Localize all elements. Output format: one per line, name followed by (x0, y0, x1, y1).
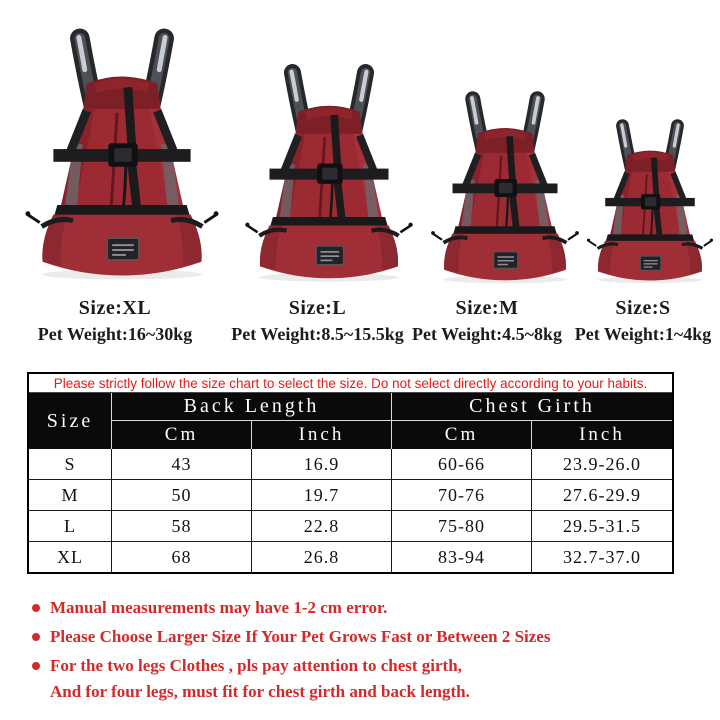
bullet-icon (32, 604, 40, 612)
note-line: Please Choose Larger Size If Your Pet Gr… (30, 627, 702, 647)
note-text: And for four legs, must fit for chest gi… (50, 682, 470, 701)
cell-back-inch: 19.7 (252, 480, 392, 511)
cell-chest-inch: 27.6-29.9 (532, 480, 672, 511)
size-label: Size:L (288, 297, 347, 319)
unit-header-chest-cm: Cm (392, 421, 532, 449)
product-photo-xl (24, 24, 220, 282)
note-line: For the two legs Clothes , pls pay atten… (30, 656, 702, 676)
cell-back-cm: 58 (112, 511, 252, 542)
unit-header-back-inch: Inch (252, 421, 392, 449)
product-photo-l (244, 60, 414, 284)
product-photo-s (586, 116, 714, 285)
cell-back-inch: 16.9 (252, 449, 392, 480)
note-line: Manual measurements may have 1-2 cm erro… (30, 598, 702, 618)
col-header-chest-girth: Chest Girth (392, 393, 672, 421)
pet-weight-label: Pet Weight:8.5~15.5kg (231, 324, 404, 344)
dog-backpack-icon (245, 64, 413, 282)
size-label: Size:S (615, 297, 671, 319)
cell-back-inch: 26.8 (252, 542, 392, 572)
pet-weight-label: Pet Weight:1~4kg (574, 324, 712, 344)
table-row: L 58 22.8 75-80 29.5-31.5 (29, 511, 672, 542)
table-unit-header-row: Cm Inch Cm Inch (29, 421, 672, 449)
cell-chest-cm: 75-80 (392, 511, 532, 542)
note-text: Manual measurements may have 1-2 cm erro… (50, 598, 388, 617)
table-warning-row: Please strictly follow the size chart to… (29, 374, 672, 393)
product-photo-m (430, 88, 580, 285)
cell-back-inch: 22.8 (252, 511, 392, 542)
cell-size: S (29, 449, 112, 480)
cell-chest-cm: 70-76 (392, 480, 532, 511)
product-label-s: Size:S Pet Weight:1~4kg (562, 296, 720, 346)
cell-chest-cm: 83-94 (392, 542, 532, 572)
product-label-m: Size:M Pet Weight:4.5~8kg (397, 296, 577, 346)
cell-chest-inch: 32.7-37.0 (532, 542, 672, 572)
table-row: M 50 19.7 70-76 27.6-29.9 (29, 480, 672, 511)
cell-back-cm: 43 (112, 449, 252, 480)
cell-size: XL (29, 542, 112, 572)
bullet-icon (32, 662, 40, 670)
cell-chest-inch: 23.9-26.0 (532, 449, 672, 480)
table-group-header-row: Size Back Length Chest Girth (29, 393, 672, 449)
cell-chest-inch: 29.5-31.5 (532, 511, 672, 542)
product-label-xl: Size:XL Pet Weight:16~30kg (10, 296, 220, 346)
cell-back-cm: 50 (112, 480, 252, 511)
pet-weight-label: Pet Weight:16~30kg (37, 324, 193, 344)
size-table: Please strictly follow the size chart to… (27, 372, 674, 574)
table-row: S 43 16.9 60-66 23.9-26.0 (29, 449, 672, 480)
unit-header-back-cm: Cm (112, 421, 252, 449)
note-line-continuation: And for four legs, must fit for chest gi… (30, 682, 702, 702)
pet-weight-label: Pet Weight:4.5~8kg (411, 324, 563, 344)
dog-backpack-icon (431, 91, 579, 284)
dog-backpack-icon (586, 119, 714, 284)
product-label-l: Size:L Pet Weight:8.5~15.5kg (215, 296, 420, 346)
size-label: Size:XL (78, 297, 152, 319)
dog-backpack-icon (25, 28, 219, 280)
note-text: Please Choose Larger Size If Your Pet Gr… (50, 627, 551, 646)
col-header-size: Size (29, 393, 112, 449)
cell-size: L (29, 511, 112, 542)
note-text: For the two legs Clothes , pls pay atten… (50, 656, 462, 675)
cell-size: M (29, 480, 112, 511)
notes-section: Manual measurements may have 1-2 cm erro… (30, 598, 702, 711)
col-header-back-length: Back Length (112, 393, 392, 421)
table-row: XL 68 26.8 83-94 32.7-37.0 (29, 542, 672, 572)
size-label: Size:M (455, 297, 519, 319)
size-warning-text: Please strictly follow the size chart to… (29, 374, 672, 393)
cell-chest-cm: 60-66 (392, 449, 532, 480)
unit-header-chest-inch: Inch (532, 421, 672, 449)
cell-back-cm: 68 (112, 542, 252, 572)
bullet-icon (32, 633, 40, 641)
